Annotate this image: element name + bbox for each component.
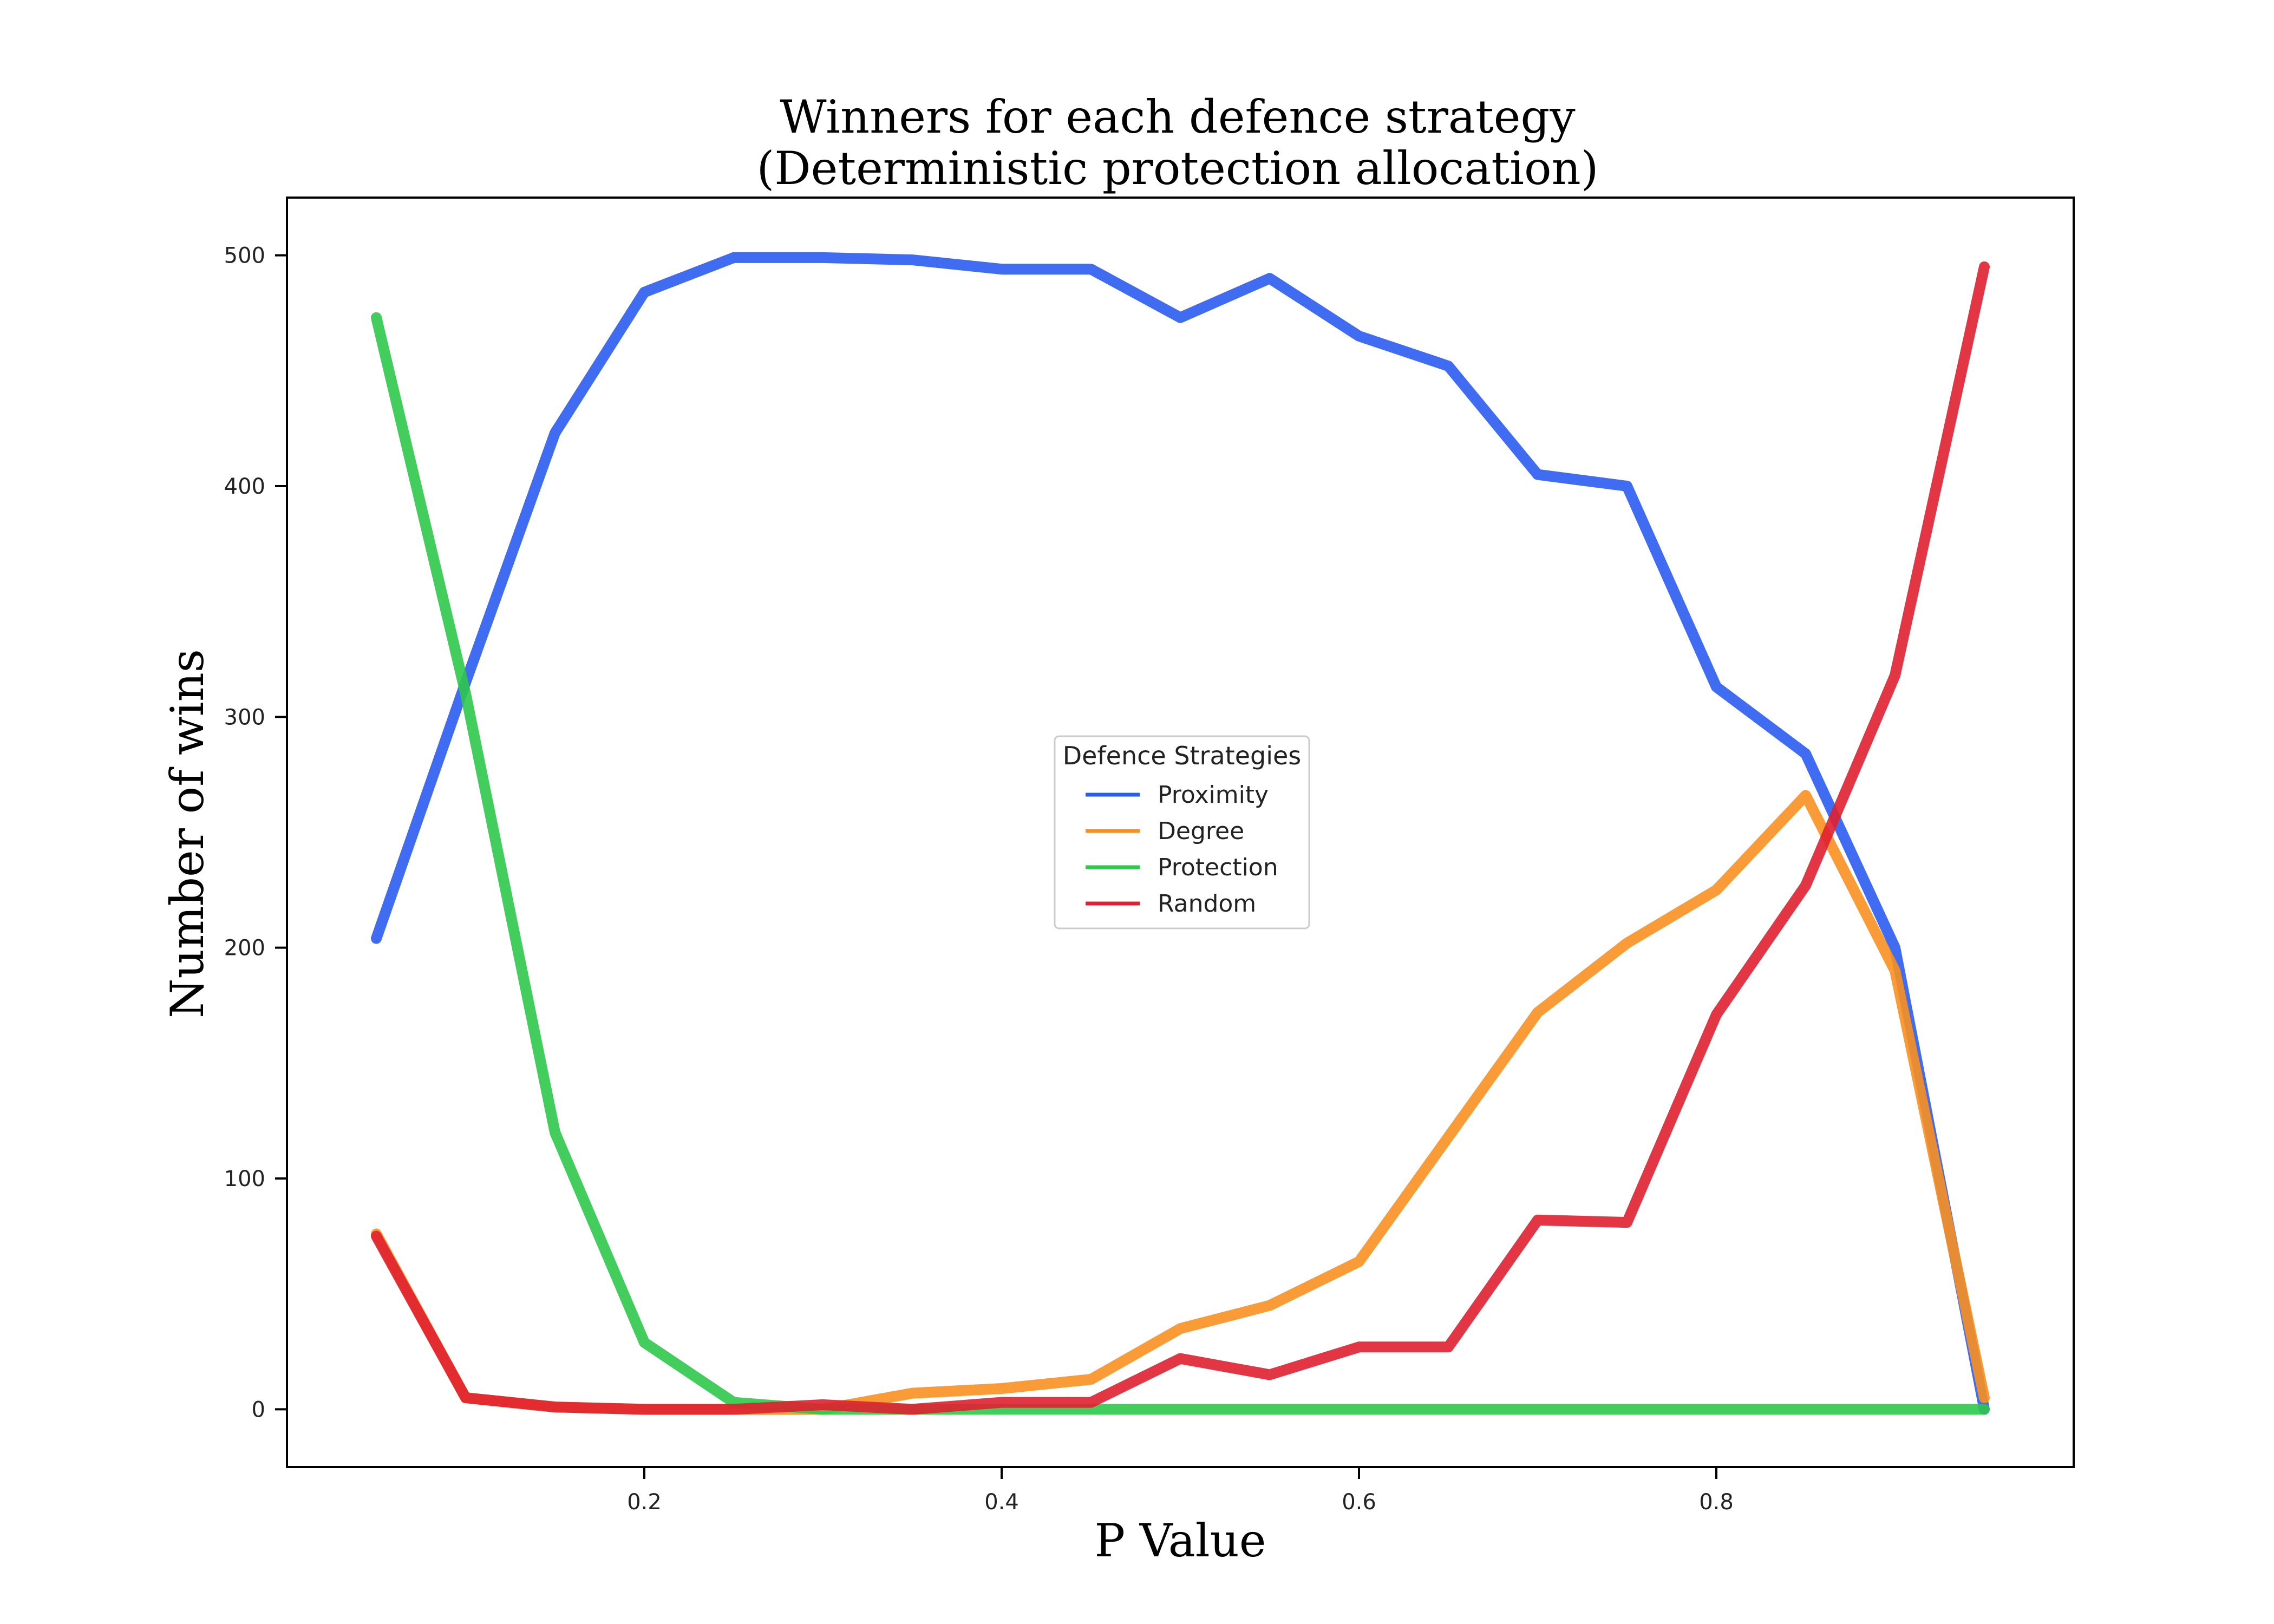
x-tick-label: 0.4 [984, 1490, 1019, 1515]
y-tick-label: 200 [224, 936, 265, 961]
legend-item-protection: Protection [1086, 854, 1278, 881]
plot-area: 0.2 0.4 0.6 0.8 0 100 200 300 400 500 [224, 197, 2075, 1515]
y-tick-label: 400 [224, 474, 265, 499]
x-axis-label: P Value [1095, 1514, 1266, 1567]
series-line-random [371, 261, 1990, 1415]
x-tick-label: 0.2 [627, 1490, 662, 1515]
x-axis-ticks: 0.2 0.4 0.6 0.8 [627, 1467, 1734, 1515]
legend-item-proximity: Proximity [1086, 781, 1269, 809]
y-tick-label: 300 [224, 705, 265, 730]
legend-entries: Proximity Degree Protection Random [1086, 781, 1278, 918]
chart-title: Winners for each defence strategy (Deter… [757, 90, 1599, 195]
y-tick-label: 500 [224, 244, 265, 269]
x-tick-label: 0.6 [1342, 1490, 1376, 1515]
legend-label: Proximity [1158, 781, 1269, 809]
legend-box [1054, 735, 1310, 929]
y-axis-label: Number of wins [161, 649, 214, 1018]
chart-title-line-2: (Deterministic protection allocation) [757, 142, 1599, 195]
legend-label: Degree [1158, 817, 1244, 845]
x-tick-label: 0.8 [1699, 1490, 1734, 1515]
legend-title: Defence Strategies [1063, 741, 1302, 770]
series-lines [371, 252, 1990, 1415]
legend-item-random: Random [1086, 890, 1256, 918]
y-tick-label: 100 [224, 1167, 265, 1191]
legend-label: Protection [1158, 854, 1278, 881]
plot-frame [286, 197, 2075, 1468]
legend-label: Random [1158, 890, 1256, 918]
y-axis-ticks: 0 100 200 300 400 500 [224, 244, 287, 1422]
series-line-proximity [371, 252, 1990, 1415]
y-tick-label: 0 [252, 1397, 265, 1422]
chart-title-line-1: Winners for each defence strategy [780, 90, 1576, 143]
legend-item-degree: Degree [1086, 817, 1244, 845]
legend: Defence Strategies Proximity Degree Protec… [1054, 735, 1310, 929]
series-line-protection [371, 312, 1990, 1415]
